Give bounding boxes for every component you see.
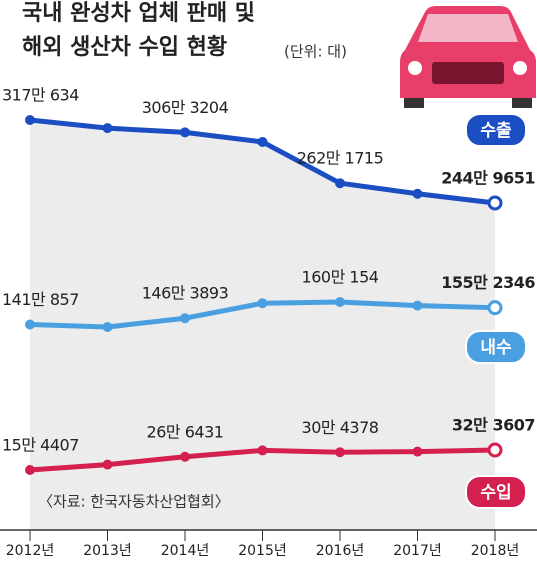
point [180, 313, 190, 324]
legend-box [465, 475, 527, 509]
chart-title: 국내 완성차 업체 판매 및 [22, 1, 255, 26]
point [412, 446, 423, 457]
area-fill [30, 120, 495, 530]
point [335, 447, 345, 458]
point [412, 188, 423, 199]
point [487, 300, 503, 316]
data-label: 141만 857 [2, 290, 79, 309]
point [25, 115, 35, 125]
point [25, 319, 35, 330]
x-tick-label: 2012년 [6, 543, 55, 559]
point [180, 451, 190, 462]
data-label: 26만 6431 [147, 422, 224, 441]
point [102, 459, 113, 470]
point [257, 298, 268, 309]
unit-label: (단위: 대) [284, 43, 347, 61]
legend-label: 수입 [480, 483, 511, 503]
point [257, 445, 268, 456]
data-label: 30만 4378 [302, 418, 379, 437]
legend-box [465, 113, 527, 147]
point [487, 442, 503, 458]
point [180, 127, 190, 138]
point [102, 123, 113, 134]
point [412, 300, 423, 311]
data-label: 160만 154 [302, 268, 379, 287]
data-label: 244만 9651 [441, 169, 535, 188]
point [257, 136, 268, 147]
data-label: 155만 2346 [441, 273, 535, 292]
point [335, 178, 345, 189]
point [487, 195, 503, 211]
point [335, 297, 345, 307]
source: 〈자료: 한국자동차산업협회〉 [38, 493, 230, 511]
x-tick-label: 2014년 [161, 543, 210, 559]
legend-label: 수출 [480, 121, 512, 141]
data-label: 15만 4407 [2, 436, 79, 455]
data-label: 317만 634 [2, 86, 79, 105]
x-tick-label: 2017년 [393, 543, 442, 559]
x-tick-label: 2016년 [316, 543, 365, 559]
chart-title: 해외 생산차 수입 현황 [22, 35, 227, 60]
x-tick-label: 2018년 [471, 543, 520, 559]
data-label: 306만 3204 [142, 98, 229, 117]
car-icon [400, 6, 536, 108]
x-tick-label: 2013년 [83, 543, 132, 559]
point [102, 322, 113, 332]
x-tick-label: 2015년 [238, 543, 287, 559]
legend-label: 내수 [480, 338, 512, 358]
data-label: 32만 3607 [452, 416, 535, 435]
point [25, 465, 35, 475]
data-label: 262만 1715 [297, 149, 384, 168]
data-label: 146만 3893 [142, 284, 229, 303]
legend-box [465, 330, 527, 364]
